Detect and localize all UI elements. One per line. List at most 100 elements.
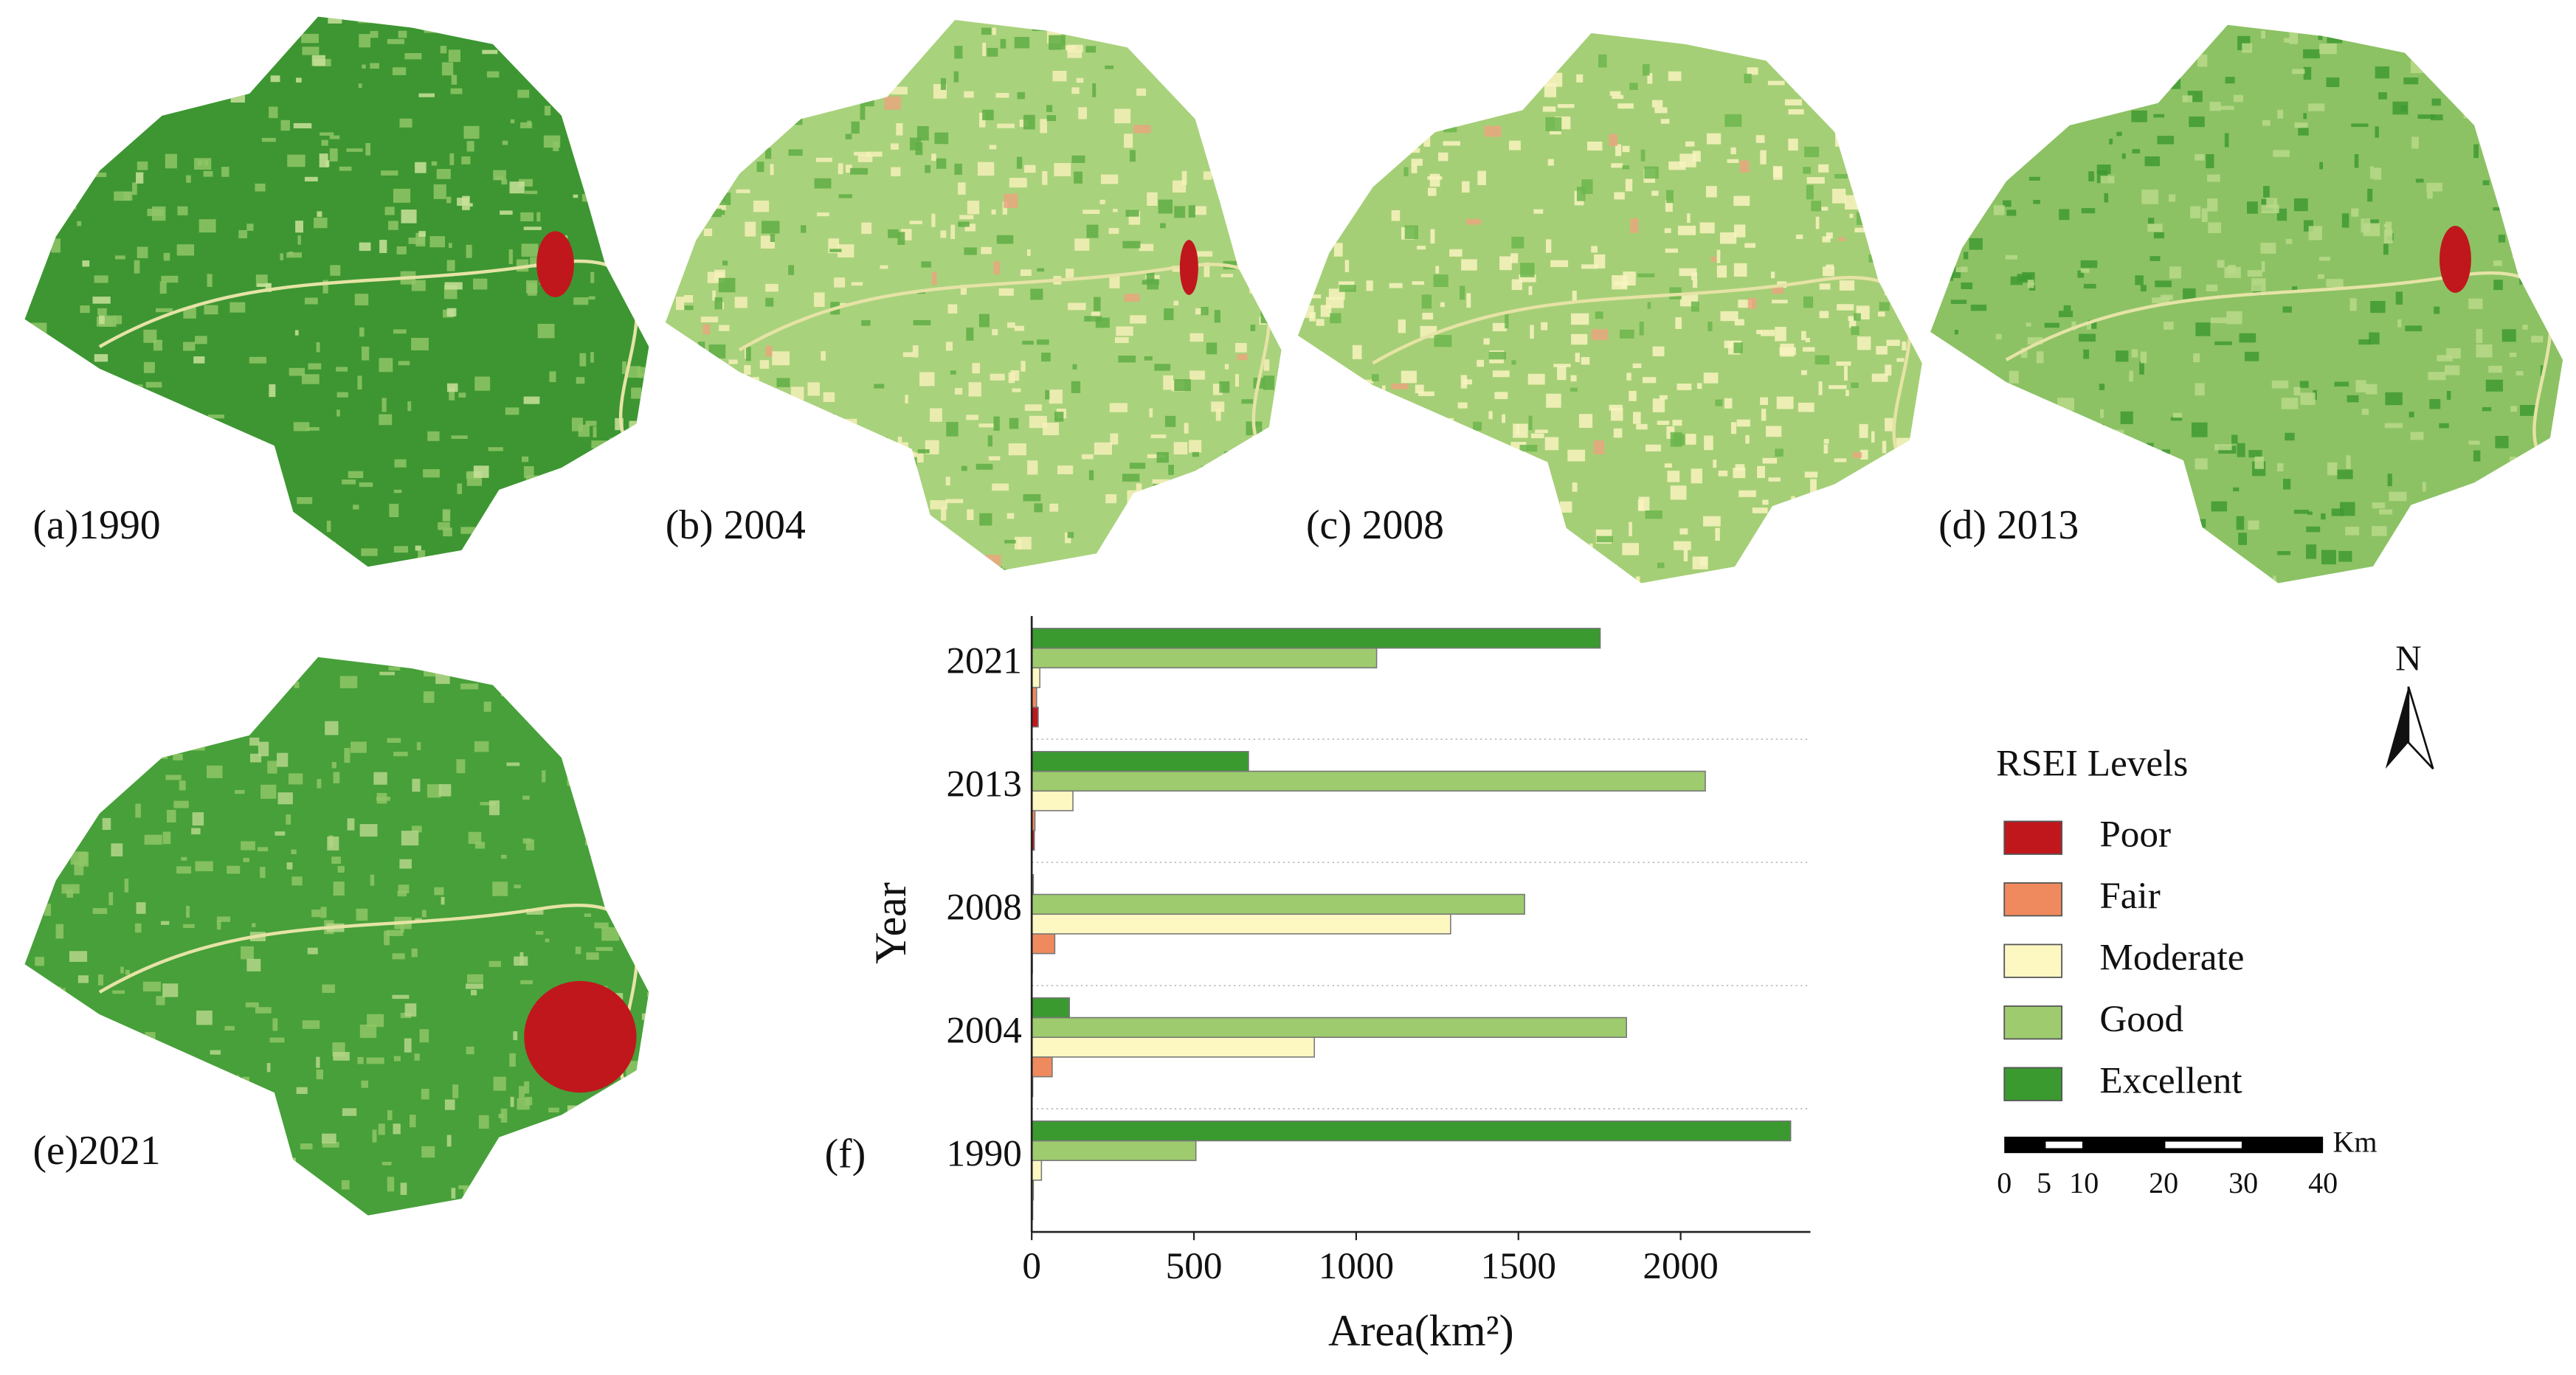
map-patch <box>466 141 474 152</box>
map-patch <box>1736 419 1750 427</box>
map-patch <box>1801 330 1806 341</box>
map-patch <box>683 295 694 303</box>
map-patch <box>336 392 348 398</box>
map-patch <box>1761 330 1775 336</box>
map-patch <box>646 1042 649 1053</box>
map-patch <box>735 406 753 419</box>
map-patch <box>610 437 625 446</box>
map-patch <box>173 753 183 761</box>
map-patch <box>867 43 877 52</box>
map-patch <box>772 351 790 366</box>
map-patch <box>2476 344 2493 358</box>
map-patch <box>1804 471 1818 478</box>
map-patch <box>805 68 813 79</box>
map-patch <box>2248 520 2259 530</box>
map-patch <box>100 762 111 775</box>
map-patch <box>161 275 179 283</box>
map-patch <box>75 83 84 96</box>
map-patch <box>721 488 731 496</box>
map-patch <box>205 426 215 437</box>
map-patch <box>1826 232 1833 239</box>
map-patch <box>204 1109 223 1117</box>
map-patch <box>1549 129 1561 135</box>
map-patch <box>1220 84 1227 89</box>
map-patch <box>1679 528 1688 535</box>
map-patch <box>1685 434 1696 445</box>
map-patch <box>2378 92 2387 100</box>
map-patch <box>329 148 338 162</box>
map-patch <box>591 440 607 448</box>
map-patch <box>1021 361 1026 372</box>
map-patch <box>1879 302 1890 311</box>
map-patch <box>1304 392 1309 405</box>
map-patch <box>1232 215 1236 229</box>
map-patch <box>815 509 832 522</box>
map-patch <box>1022 340 1034 345</box>
map-patch <box>80 682 99 696</box>
map-patch <box>2167 544 2181 553</box>
map-patch <box>982 109 994 120</box>
map-patch <box>1240 493 1248 499</box>
map-patch <box>1012 388 1021 392</box>
map-patch <box>1014 325 1025 331</box>
map-patch <box>1221 457 1232 462</box>
map-patch <box>104 676 111 688</box>
map-patch <box>714 297 722 310</box>
map-patch <box>1885 364 1892 376</box>
map-patch <box>1254 544 1268 555</box>
map-patch <box>861 320 871 326</box>
map-patch <box>461 156 471 164</box>
map-patch <box>1203 171 1212 180</box>
map-patch <box>1423 484 1434 498</box>
map-patch <box>311 55 325 66</box>
map-patch <box>429 236 445 248</box>
x-tick-label: 1000 <box>1319 1245 1394 1287</box>
map-patch <box>1319 35 1329 44</box>
map-patch <box>204 468 219 484</box>
map-patch <box>66 889 74 898</box>
map-patch <box>1528 285 1533 295</box>
map-patch <box>2527 187 2535 194</box>
map-patch <box>1334 48 1352 58</box>
map-patch <box>246 224 254 231</box>
map-patch <box>2318 35 2323 41</box>
map-patch <box>301 33 319 44</box>
map-patch <box>1775 567 1789 578</box>
map-patch <box>148 400 165 412</box>
map-patch <box>493 1076 506 1091</box>
map-patch <box>505 407 519 415</box>
map-patch <box>336 409 340 417</box>
map-patch <box>1789 69 1797 80</box>
map-patch <box>2298 128 2309 136</box>
map-patch <box>129 752 146 766</box>
map-patch <box>2285 238 2293 244</box>
map-patch <box>1672 420 1682 426</box>
map-patch <box>1727 159 1739 163</box>
map-patch <box>2453 74 2460 85</box>
map-patch <box>1396 482 1413 497</box>
map-patch <box>2035 566 2051 579</box>
legend-label: Good <box>2099 998 2183 1040</box>
map-patch <box>269 1037 285 1043</box>
legend-swatch <box>2003 820 2063 855</box>
map-patch <box>1834 458 1847 463</box>
map-patch <box>1996 103 2006 118</box>
map-patch <box>415 545 421 551</box>
map-patch <box>30 322 47 336</box>
map-patch <box>945 477 950 486</box>
map-patch <box>1213 103 1218 115</box>
map-patch <box>1848 482 1865 494</box>
map-patch <box>1905 103 1915 117</box>
map-patch <box>2162 44 2166 55</box>
bar <box>1031 647 1378 669</box>
map-patch <box>1401 370 1417 384</box>
map-patch <box>760 466 778 474</box>
map-patch <box>2389 491 2407 502</box>
map-patch <box>339 166 352 171</box>
map-patch <box>62 988 66 1003</box>
map-patch <box>2383 243 2389 255</box>
map-patch <box>44 903 52 916</box>
map-patch <box>2135 275 2144 285</box>
map-patch <box>226 488 241 500</box>
map-patch <box>1174 499 1181 509</box>
